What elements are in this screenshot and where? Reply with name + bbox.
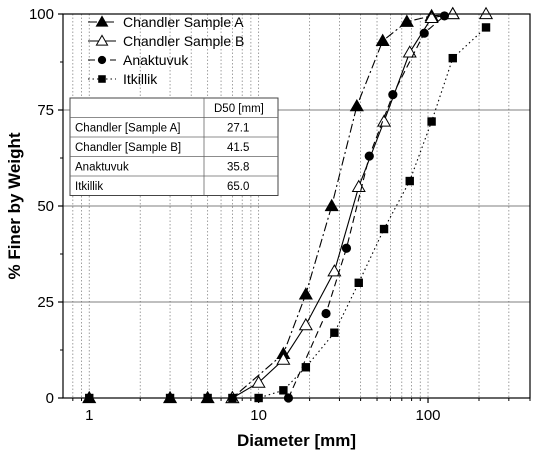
legend-label: Anaktuvuk	[123, 52, 189, 68]
table-cell-d50: 27.1	[227, 123, 249, 135]
data-point-square	[301, 363, 311, 372]
table-cell-d50: 35.8	[227, 162, 249, 174]
data-point-circle	[364, 151, 374, 161]
legend: Chandler Sample A Chandler Sample B Anaktu…	[88, 14, 244, 87]
data-point-filled-triangle	[399, 14, 414, 27]
table-cell-sample: Itkillik	[75, 181, 103, 193]
y-tick-label: 50	[37, 198, 54, 215]
data-point-circle	[321, 308, 331, 319]
y-tick-label: 0	[46, 390, 54, 407]
data-point-filled-triangle	[349, 98, 364, 112]
y-axis-title: % Finer by Weight	[5, 132, 24, 279]
data-point-square	[405, 176, 414, 186]
x-tick-label: 100	[416, 407, 441, 424]
data-point-filled-triangle	[324, 198, 339, 212]
data-point-open-triangle	[251, 375, 266, 388]
data-point-circle	[439, 11, 450, 21]
data-point-square	[481, 23, 491, 32]
legend-label: Chandler Sample A	[123, 14, 244, 30]
data-point-open-triangle	[327, 264, 342, 277]
data-point-open-triangle	[402, 45, 417, 58]
data-point-open-triangle	[376, 114, 392, 127]
data-point-square	[379, 224, 389, 234]
data-point-open-triangle	[478, 6, 494, 20]
data-point-square	[330, 328, 339, 337]
data-point-circle	[388, 90, 398, 100]
table-cell-d50: 65.0	[227, 181, 249, 193]
legend-label: Itkillik	[123, 71, 158, 87]
series-chandler-sample-b	[225, 6, 494, 404]
series-line	[287, 15, 445, 399]
legend-label: Chandler Sample B	[123, 33, 244, 49]
data-point-square	[354, 278, 363, 287]
data-point-open-triangle	[276, 352, 291, 365]
data-point-open-triangle	[298, 317, 313, 331]
table-frame	[69, 97, 279, 196]
data-point-circle	[97, 55, 107, 65]
data-point-filled-triangle	[375, 33, 390, 47]
data-point-square	[279, 386, 288, 395]
y-tick-label: 100	[29, 6, 54, 23]
y-tick-label: 75	[37, 102, 54, 119]
table-cell-d50: 41.5	[227, 142, 249, 154]
table-header-d50: D50 [mm]	[214, 103, 264, 115]
y-tick-label: 25	[37, 294, 54, 311]
table-cell-sample: Chandler [Sample A]	[75, 123, 180, 135]
table-cell-sample: Chandler [Sample B]	[75, 142, 181, 154]
axis-ticks: 0 25 50 75 100 1 10 100	[29, 6, 531, 424]
data-point-open-triangle	[445, 6, 460, 20]
d50-table: D50 [mm] Chandler [Sample A] 27.1 Chandler …	[69, 97, 279, 196]
data-point-square	[448, 53, 457, 63]
data-point-open-triangle	[351, 179, 366, 192]
table-cell-sample: Anaktuvuk	[75, 162, 129, 174]
data-point-circle	[341, 243, 352, 253]
x-axis-title: Diameter [mm]	[237, 431, 356, 450]
data-point-square	[98, 75, 106, 83]
data-point-filled-triangle	[298, 287, 313, 300]
grid	[63, 14, 531, 398]
x-tick-label: 10	[250, 407, 267, 424]
x-tick-label: 1	[85, 407, 93, 424]
data-point-circle	[419, 28, 429, 38]
data-point-open-triangle	[424, 10, 439, 23]
data-point-filled-triangle	[95, 15, 109, 27]
series-line	[89, 13, 453, 399]
data-point-open-triangle	[95, 34, 109, 46]
series-anaktuvuk	[283, 11, 450, 403]
data-point-square	[427, 117, 436, 126]
